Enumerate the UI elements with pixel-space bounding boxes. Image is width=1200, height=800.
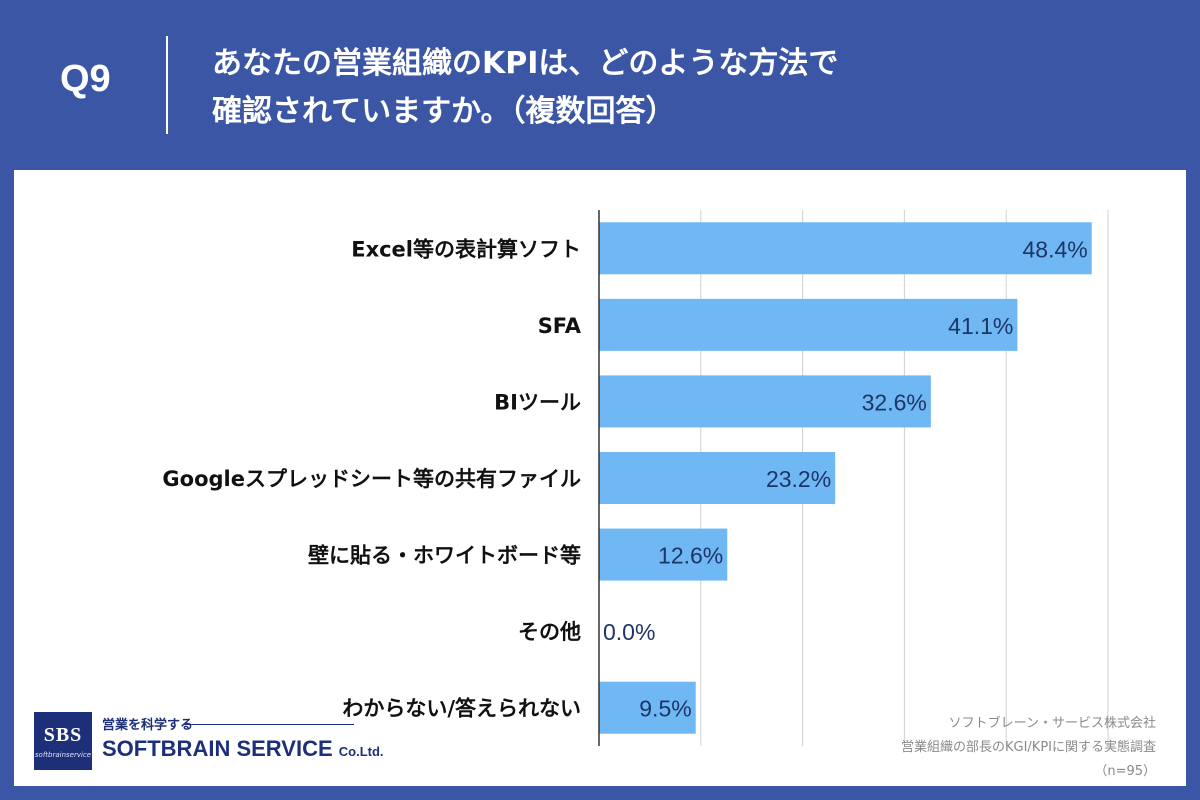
bar-0 (599, 222, 1092, 275)
category-label-5: その他 (518, 620, 581, 644)
question-number: Q9 (60, 58, 111, 100)
bar-6 (599, 681, 696, 734)
credit-company: ソフトブレーン・サービス株式会社 (948, 716, 1156, 731)
value-label-3: 23.2% (766, 466, 831, 492)
logo-suffix: Co.Ltd. (338, 744, 384, 759)
value-label-1: 41.1% (948, 313, 1013, 339)
category-label-4: 壁に貼る・ホワイトボード等 (308, 544, 581, 568)
bar-2 (599, 375, 931, 428)
category-label-2: BIツール (494, 390, 581, 414)
value-label-6: 9.5% (639, 696, 691, 722)
value-label-0: 48.4% (1022, 236, 1087, 262)
bar-3 (599, 452, 836, 504)
logo-tagline: 営業を科学する (102, 718, 194, 733)
question-title: あなたの営業組織のKPIは、どのような方法で 確認されていますか。（複数回答） (212, 40, 1112, 136)
credit-sample: （n=95） (1094, 764, 1156, 779)
credit-survey: 営業組織の部長のKGI/KPIに関する実態調査 (900, 740, 1156, 755)
bar-4 (599, 528, 728, 581)
logo-name: SOFTBRAIN SERVICE Co.Ltd. (102, 736, 384, 762)
question-title-line-1: あなたの営業組織のKPIは、どのような方法で (212, 46, 839, 81)
header-divider (166, 36, 168, 134)
logo-mark-sub: softbrainservice (34, 751, 92, 759)
logo-mark: SBS (43, 724, 83, 746)
logo-name-text: SOFTBRAIN SERVICE (102, 736, 333, 761)
value-label-5: 0.0% (603, 619, 655, 645)
bar-chart: Excel等の表計算ソフト 48.4% SFA 41.1% BIツール 32.6% Goog… (162, 210, 1109, 746)
logo-badge: SBS softbrainservice (34, 712, 92, 770)
company-logo: SBS softbrainservice 営業を科学する SOFTBRAIN S… (34, 712, 384, 772)
logo-rule (184, 724, 354, 725)
category-label-0: Excel等の表計算ソフト (351, 237, 581, 261)
value-label-2: 32.6% (862, 389, 927, 415)
question-title-line-2: 確認されていますか。（複数回答） (212, 94, 676, 129)
category-label-3: Googleスプレッドシート等の共有ファイル (162, 467, 581, 491)
chart-panel: Excel等の表計算ソフト 48.4% SFA 41.1% BIツール 32.6% Goog… (14, 170, 1186, 786)
bar-1 (599, 298, 1018, 351)
category-label-6: わからない/答えられない (342, 697, 581, 721)
value-label-4: 12.6% (658, 543, 723, 569)
category-label-1: SFA (538, 314, 582, 338)
